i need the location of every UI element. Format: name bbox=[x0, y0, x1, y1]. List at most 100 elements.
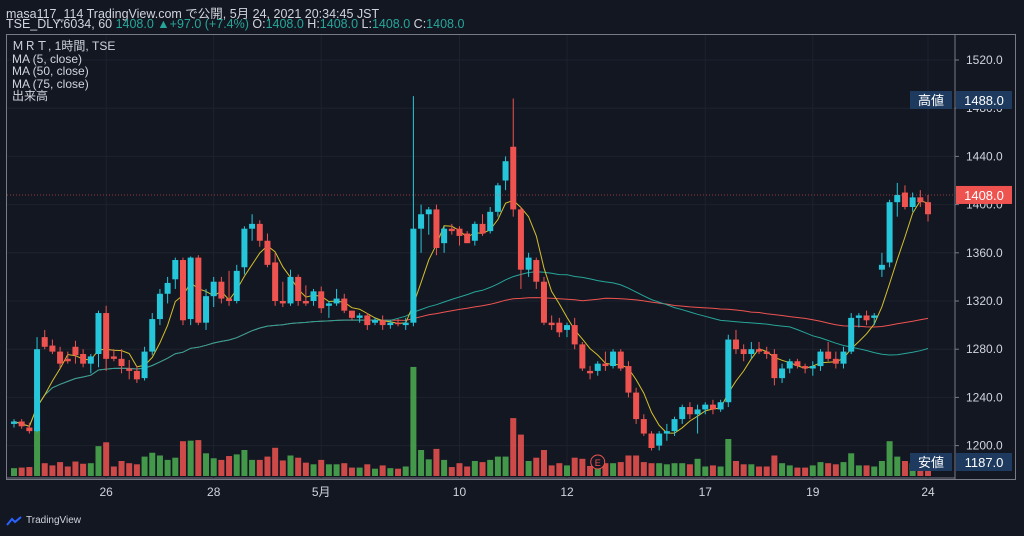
volume-bar bbox=[356, 467, 363, 476]
candle-body bbox=[164, 282, 171, 294]
volume-bar bbox=[794, 467, 801, 476]
candle bbox=[748, 341, 755, 359]
footer-brand[interactable]: TradingView bbox=[26, 515, 82, 526]
candle bbox=[34, 337, 41, 433]
candle-body bbox=[579, 344, 586, 369]
legend-main[interactable]: ＭＲＴ, 1時間, TSE bbox=[12, 39, 116, 53]
volume-bar bbox=[479, 462, 486, 476]
candle bbox=[364, 313, 371, 330]
volume-bar bbox=[533, 457, 540, 476]
candle-body bbox=[279, 301, 286, 304]
volume-bar bbox=[64, 466, 71, 476]
candle-body bbox=[702, 404, 709, 410]
candle bbox=[717, 399, 724, 412]
candle bbox=[118, 349, 125, 374]
volume-bar bbox=[502, 456, 509, 476]
volume-bar bbox=[564, 465, 571, 476]
legend-ma5[interactable]: MA (5, close) bbox=[12, 51, 83, 66]
volume-bar bbox=[233, 454, 240, 476]
candle bbox=[341, 293, 348, 314]
volume-bar bbox=[779, 463, 786, 476]
candle bbox=[817, 349, 824, 371]
volume-bar bbox=[395, 468, 402, 476]
candle-body bbox=[794, 361, 801, 367]
candle-body bbox=[441, 228, 448, 244]
candle bbox=[203, 288, 210, 330]
candle-body bbox=[479, 223, 486, 234]
candle bbox=[763, 346, 770, 359]
volume-bar bbox=[694, 458, 701, 476]
candle-body bbox=[318, 291, 325, 309]
candle bbox=[855, 313, 862, 328]
volume-bar bbox=[126, 463, 133, 476]
candle bbox=[441, 226, 448, 253]
volume-bar bbox=[571, 457, 578, 476]
candle-body bbox=[156, 293, 163, 320]
candle-body bbox=[241, 228, 248, 268]
candle-body bbox=[179, 260, 186, 321]
volume-bar bbox=[49, 465, 56, 476]
candle bbox=[878, 252, 885, 277]
candle bbox=[840, 346, 847, 369]
candle-body bbox=[471, 223, 478, 241]
legend-ma50[interactable]: MA (50, close) bbox=[12, 64, 89, 78]
candle bbox=[786, 358, 793, 374]
candle-body bbox=[779, 368, 786, 379]
open-label: O: bbox=[252, 17, 266, 31]
candle-body bbox=[418, 214, 425, 229]
volume-bar bbox=[87, 463, 94, 476]
candle-body bbox=[533, 260, 540, 282]
candle-body bbox=[679, 407, 686, 420]
volume-bar bbox=[633, 455, 640, 476]
candle bbox=[863, 310, 870, 326]
candle bbox=[832, 351, 839, 369]
candle bbox=[464, 231, 471, 244]
candle bbox=[510, 98, 517, 217]
volume-bar bbox=[364, 464, 371, 476]
candle-body bbox=[771, 354, 778, 379]
symbol-line: TSE_DLY:6034, 60 bbox=[6, 17, 113, 31]
volume-bar bbox=[871, 466, 878, 476]
candle-body bbox=[118, 358, 125, 367]
candle bbox=[410, 96, 417, 327]
candle bbox=[133, 366, 140, 383]
candle bbox=[210, 276, 217, 308]
current-price-label-value: 1408.0 bbox=[964, 188, 1004, 203]
candle bbox=[356, 313, 363, 323]
candle bbox=[418, 204, 425, 253]
volume-bar bbox=[832, 464, 839, 476]
candle-body bbox=[610, 351, 617, 367]
volume-bar bbox=[763, 466, 770, 476]
legend-volume[interactable]: 出来高 bbox=[12, 89, 49, 103]
y-tick-label: 1440.0 bbox=[966, 149, 1003, 163]
open-value: 1408.0 bbox=[265, 17, 304, 31]
candle bbox=[848, 313, 855, 355]
candle bbox=[226, 270, 233, 306]
publish-line: masa117_114 TradingView.com で公開, 5月 24, … bbox=[6, 7, 380, 21]
candle-body bbox=[571, 325, 578, 345]
indicator-legend: ＭＲＴ, 1時間, TSE MA (5, close) MA (50, clos… bbox=[12, 40, 115, 103]
y-tick-label: 1360.0 bbox=[966, 246, 1003, 260]
candle bbox=[732, 329, 739, 355]
volume-bar bbox=[41, 463, 48, 476]
candle bbox=[18, 419, 25, 429]
volume-bar bbox=[686, 464, 693, 476]
candle-body bbox=[548, 322, 555, 326]
candle bbox=[587, 366, 594, 380]
legend-ma75[interactable]: MA (75, close) bbox=[12, 76, 89, 91]
candle bbox=[141, 346, 148, 381]
candle bbox=[241, 226, 248, 275]
high-price-label: 高値 1488.0 bbox=[910, 91, 1012, 109]
volume-bar bbox=[771, 455, 778, 476]
candle-body bbox=[832, 358, 839, 364]
candle-body bbox=[87, 356, 94, 364]
volume-bar bbox=[510, 418, 517, 476]
candle bbox=[249, 214, 256, 241]
volume-bar bbox=[210, 458, 217, 476]
candle-body bbox=[464, 233, 471, 244]
candle-body bbox=[72, 346, 79, 356]
volume-bar bbox=[809, 465, 816, 476]
candle-body bbox=[671, 419, 678, 432]
volume-bar bbox=[18, 467, 25, 476]
